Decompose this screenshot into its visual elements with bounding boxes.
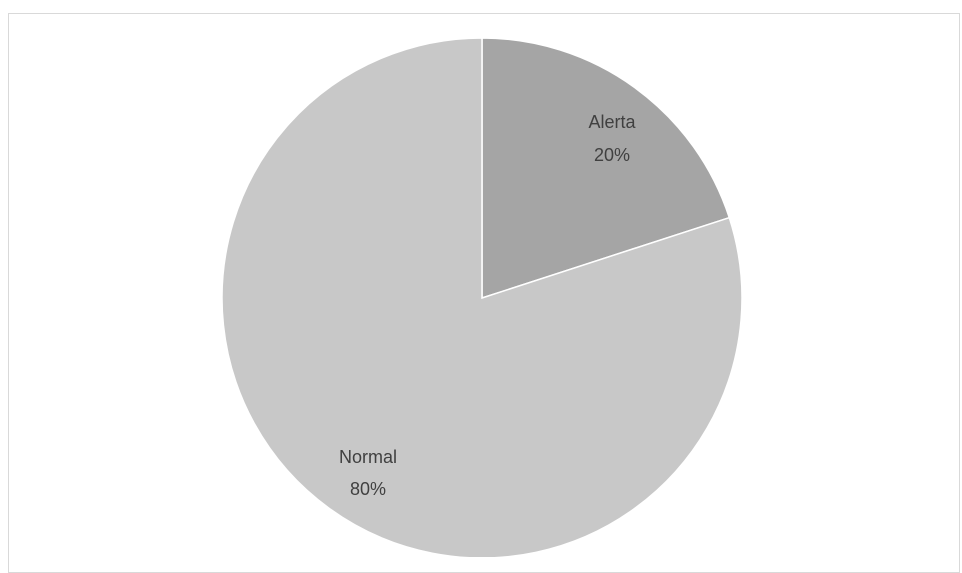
slice-label-normal-percent: 80%: [350, 479, 386, 499]
slice-label-alerta-name: Alerta: [588, 112, 636, 132]
pie-labels: Alerta 20% Normal 80%: [339, 112, 637, 499]
pie-slice-normal: [221, 37, 743, 557]
pie-chart: Alerta 20% Normal 80%: [221, 37, 743, 557]
pie-slices: [221, 37, 743, 557]
slice-label-normal-name: Normal: [339, 447, 397, 467]
slice-label-alerta-percent: 20%: [594, 145, 630, 165]
pie-slice-alerta: [481, 37, 731, 300]
